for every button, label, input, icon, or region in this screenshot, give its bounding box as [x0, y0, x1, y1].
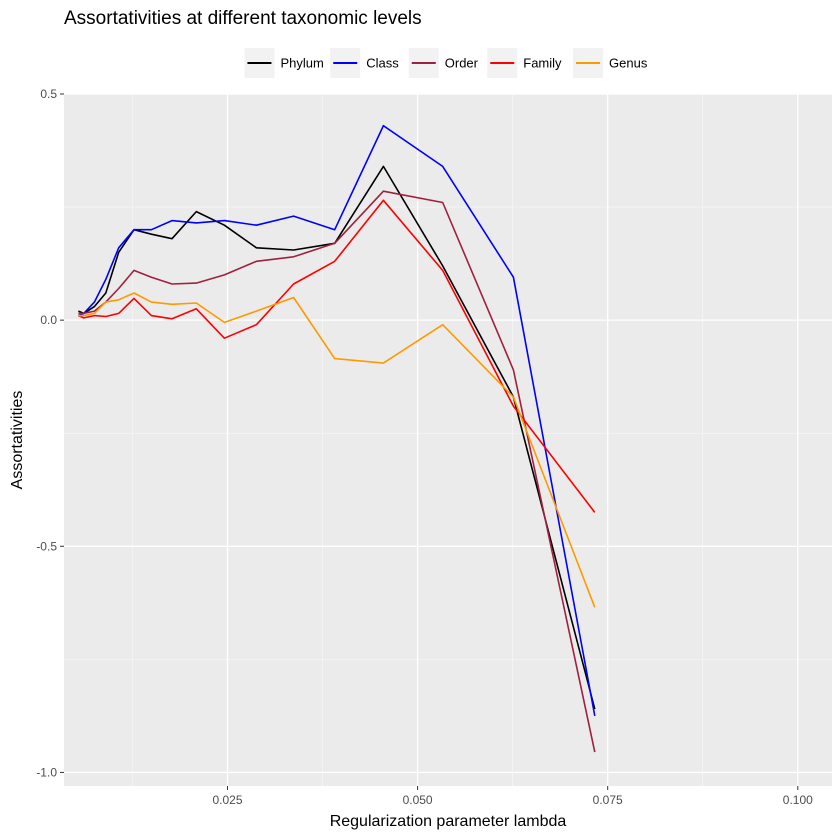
x-tick-label: 0.075: [593, 793, 623, 807]
y-axis: 0.5 0.0 -0.5 -1.0: [36, 87, 64, 779]
legend-item-genus: Genus: [573, 48, 648, 78]
legend-item-phylum: Phylum: [244, 48, 324, 78]
legend: Phylum Class Order Family Genus: [244, 48, 648, 78]
legend-label: Order: [445, 56, 479, 71]
legend-item-order: Order: [408, 48, 479, 78]
x-tick-label: 0.050: [403, 793, 433, 807]
x-axis-title: Regularization parameter lambda: [330, 813, 567, 830]
series-line-phylum: [78, 165, 596, 710]
chart-title: Assortativities at different taxonomic l…: [64, 8, 422, 29]
x-tick-label: 0.100: [783, 793, 813, 807]
legend-label: Class: [366, 56, 399, 71]
x-axis: 0.025 0.050 0.075 0.100: [212, 786, 813, 807]
legend-item-family: Family: [487, 48, 562, 78]
legend-label: Genus: [609, 56, 648, 71]
major-gridlines: [64, 93, 832, 786]
y-tick-label: 0.5: [40, 87, 57, 101]
series-line-genus: [78, 292, 596, 608]
y-tick-label: 0.0: [40, 313, 57, 327]
minor-gridlines: [64, 94, 832, 786]
legend-label: Phylum: [280, 56, 323, 71]
legend-item-class: Class: [330, 48, 399, 78]
y-axis-title: Assortativities: [9, 391, 26, 490]
series-lines: [78, 124, 596, 753]
y-tick-label: -0.5: [36, 539, 57, 553]
series-line-class: [78, 124, 596, 717]
x-tick-label: 0.025: [212, 793, 242, 807]
series-line-family: [78, 199, 596, 513]
legend-label: Family: [523, 56, 562, 71]
y-tick-label: -1.0: [36, 765, 57, 779]
plot-panel: [64, 94, 832, 786]
